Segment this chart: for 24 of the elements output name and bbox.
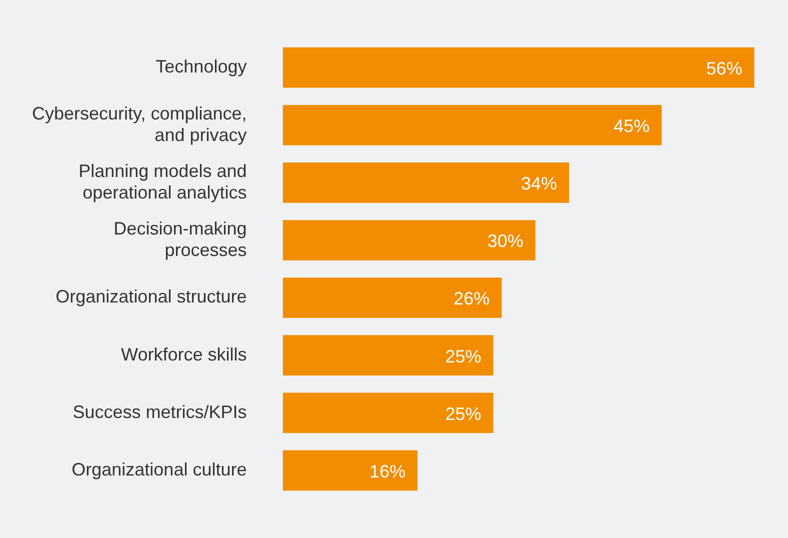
- bar: [282, 450, 418, 491]
- data-label: 45%: [614, 116, 650, 136]
- data-label: 26%: [454, 288, 490, 309]
- y-tick-label: Workforce skills: [121, 344, 247, 364]
- bar: [282, 47, 754, 88]
- y-tick-label: Organizational structure: [56, 286, 247, 307]
- data-label: 30%: [487, 231, 524, 252]
- y-tick-label: Organizational culture: [72, 459, 247, 480]
- data-label: 25%: [445, 404, 482, 424]
- y-tick-label: Decision-making processes: [114, 218, 247, 260]
- bar: [282, 335, 494, 376]
- y-tick-label: Success metrics/KPIs: [72, 402, 247, 422]
- bar: [282, 104, 662, 146]
- data-label: 25%: [445, 346, 482, 366]
- data-label: 16%: [369, 461, 406, 482]
- data-label: 34%: [521, 174, 558, 194]
- y-tick-label: Cybersecurity, compliance, and privacy: [32, 103, 247, 145]
- data-label: 56%: [706, 58, 742, 79]
- bar: [282, 392, 494, 434]
- bar: [282, 162, 570, 203]
- bar: [282, 278, 502, 318]
- bar: [282, 220, 536, 260]
- y-tick-label: Planning models and operational analytics: [78, 160, 247, 202]
- y-tick-label: Technology: [156, 56, 247, 77]
